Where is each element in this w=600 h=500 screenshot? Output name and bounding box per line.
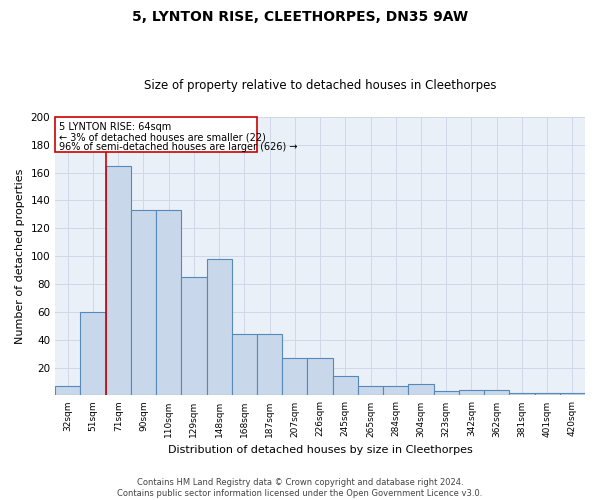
Bar [459, 390, 484, 396]
Bar [282, 358, 307, 396]
Bar [434, 392, 459, 396]
FancyBboxPatch shape [55, 117, 257, 152]
Bar [257, 334, 282, 396]
Bar [206, 259, 232, 396]
Bar [55, 386, 80, 396]
Bar [232, 334, 257, 396]
Title: Size of property relative to detached houses in Cleethorpes: Size of property relative to detached ho… [144, 79, 496, 92]
Y-axis label: Number of detached properties: Number of detached properties [15, 168, 25, 344]
Bar [332, 376, 358, 396]
Text: 5, LYNTON RISE, CLEETHORPES, DN35 9AW: 5, LYNTON RISE, CLEETHORPES, DN35 9AW [132, 10, 468, 24]
Text: Contains HM Land Registry data © Crown copyright and database right 2024.
Contai: Contains HM Land Registry data © Crown c… [118, 478, 482, 498]
Bar [484, 390, 509, 396]
Bar [358, 386, 383, 396]
Bar [307, 358, 332, 396]
Bar [383, 386, 409, 396]
Text: ← 3% of detached houses are smaller (22): ← 3% of detached houses are smaller (22) [59, 132, 266, 142]
Bar [106, 166, 131, 396]
Text: 5 LYNTON RISE: 64sqm: 5 LYNTON RISE: 64sqm [59, 122, 171, 132]
Bar [509, 392, 535, 396]
Bar [181, 277, 206, 396]
Bar [535, 392, 560, 396]
Bar [409, 384, 434, 396]
Bar [131, 210, 156, 396]
X-axis label: Distribution of detached houses by size in Cleethorpes: Distribution of detached houses by size … [168, 445, 472, 455]
Bar [156, 210, 181, 396]
Text: 96% of semi-detached houses are larger (626) →: 96% of semi-detached houses are larger (… [59, 142, 298, 152]
Bar [560, 392, 585, 396]
Bar [80, 312, 106, 396]
